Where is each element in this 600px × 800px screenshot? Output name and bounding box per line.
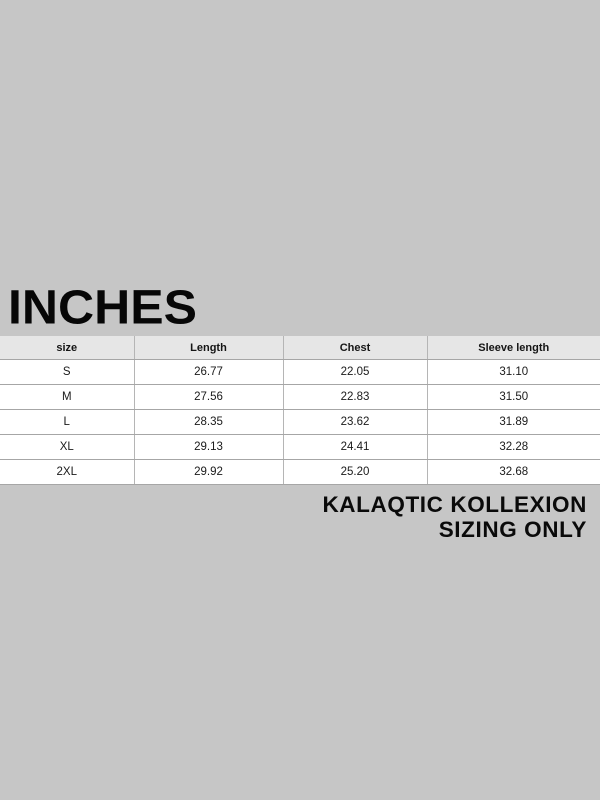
chest-cell: 23.62 xyxy=(282,409,427,435)
length-cell: 28.35 xyxy=(133,409,283,435)
table-row: L 28.35 23.62 31.89 xyxy=(0,409,600,435)
size-cell: 2XL xyxy=(0,459,134,485)
length-cell: 26.77 xyxy=(133,359,283,385)
chest-cell: 25.20 xyxy=(282,459,427,485)
column-header-sleeve: Sleeve length xyxy=(426,336,600,360)
brand-text: KALAQTIC KOLLEXION SIZING ONLY xyxy=(322,492,587,542)
sleeve-cell: 31.89 xyxy=(426,409,600,435)
sleeve-cell: 32.28 xyxy=(426,434,600,460)
brand-line-2: SIZING ONLY xyxy=(438,517,587,542)
table-row: XL 29.13 24.41 32.28 xyxy=(0,434,600,460)
size-cell: S xyxy=(0,359,134,385)
chest-cell: 22.83 xyxy=(282,384,427,410)
inches-title: INCHES xyxy=(8,280,197,335)
column-header-size: size xyxy=(0,336,134,360)
length-cell: 29.92 xyxy=(133,459,283,485)
sleeve-cell: 31.10 xyxy=(426,359,600,385)
brand-line-1: KALAQTIC KOLLEXION xyxy=(322,492,587,517)
column-header-chest: Chest xyxy=(282,336,427,360)
sleeve-cell: 31.50 xyxy=(426,384,600,410)
header-row: size Length Chest Sleeve length xyxy=(0,336,600,360)
size-table: size Length Chest Sleeve length S 26.77 … xyxy=(0,336,600,485)
chest-cell: 22.05 xyxy=(282,359,427,385)
table-row: 2XL 29.92 25.20 32.68 xyxy=(0,459,600,485)
size-cell: XL xyxy=(0,434,134,460)
table-row: S 26.77 22.05 31.10 xyxy=(0,359,600,385)
size-cell: L xyxy=(0,409,134,435)
size-cell: M xyxy=(0,384,134,410)
table-row: M 27.56 22.83 31.50 xyxy=(0,384,600,410)
length-cell: 27.56 xyxy=(133,384,283,410)
length-cell: 29.13 xyxy=(133,434,283,460)
chest-cell: 24.41 xyxy=(282,434,427,460)
column-header-length: Length xyxy=(133,336,283,360)
sleeve-cell: 32.68 xyxy=(426,459,600,485)
